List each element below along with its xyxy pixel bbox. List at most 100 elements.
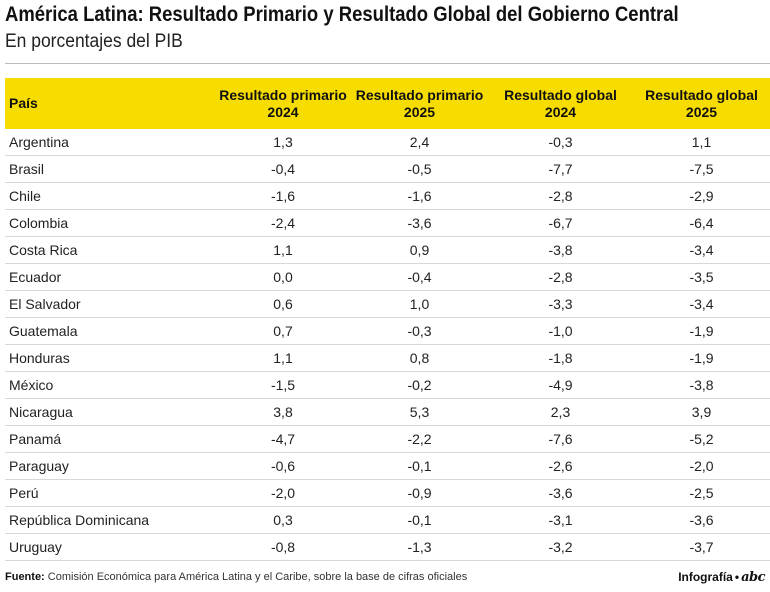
table-row: México -1,5 -0,2 -4,9 -3,8 xyxy=(5,371,770,399)
country-cell: Guatemala xyxy=(5,317,215,345)
global-2024-cell: -3,6 xyxy=(488,479,633,507)
primary-2025-cell: 1,0 xyxy=(351,290,488,318)
primary-2024-cell: -0,8 xyxy=(215,533,351,561)
primary-2024-cell: 1,1 xyxy=(215,236,351,264)
primary-2025-cell: -0,5 xyxy=(351,155,488,183)
global-2025-cell: -2,9 xyxy=(633,182,770,210)
global-2025-cell: -3,6 xyxy=(633,506,770,534)
primary-2025-cell: 0,9 xyxy=(351,236,488,264)
table-row: República Dominicana 0,3 -0,1 -3,1 -3,6 xyxy=(5,506,770,534)
column-header-global-2024: Resultado global 2024 xyxy=(488,78,633,129)
global-2025-cell: -6,4 xyxy=(633,209,770,237)
global-2025-cell: -3,4 xyxy=(633,290,770,318)
primary-2024-cell: -1,5 xyxy=(215,371,351,399)
table-row: Perú -2,0 -0,9 -3,6 -2,5 xyxy=(5,479,770,507)
primary-2025-cell: -3,6 xyxy=(351,209,488,237)
country-cell: Honduras xyxy=(5,344,215,372)
primary-2024-cell: -0,6 xyxy=(215,452,351,480)
primary-2024-cell: -0,4 xyxy=(215,155,351,183)
country-cell: Nicaragua xyxy=(5,398,215,426)
global-2024-cell: -7,7 xyxy=(488,155,633,183)
global-2025-cell: 3,9 xyxy=(633,398,770,426)
primary-2025-cell: -1,3 xyxy=(351,533,488,561)
country-cell: Chile xyxy=(5,182,215,210)
global-2025-cell: -7,5 xyxy=(633,155,770,183)
table-row: Costa Rica 1,1 0,9 -3,8 -3,4 xyxy=(5,236,770,264)
global-2024-cell: -0,3 xyxy=(488,129,633,156)
country-cell: República Dominicana xyxy=(5,506,215,534)
global-2025-cell: -1,9 xyxy=(633,344,770,372)
global-2024-cell: -2,8 xyxy=(488,182,633,210)
country-cell: Perú xyxy=(5,479,215,507)
global-2025-cell: -3,5 xyxy=(633,263,770,291)
primary-2025-cell: -1,6 xyxy=(351,182,488,210)
primary-2025-cell: -0,1 xyxy=(351,506,488,534)
page-subtitle: En porcentajes del PIB xyxy=(5,31,183,52)
table-row: Brasil -0,4 -0,5 -7,7 -7,5 xyxy=(5,155,770,183)
global-2024-cell: -6,7 xyxy=(488,209,633,237)
table-row: Honduras 1,1 0,8 -1,8 -1,9 xyxy=(5,344,770,372)
credit: Infografía • abc xyxy=(678,570,765,585)
page-title: América Latina: Resultado Primario y Res… xyxy=(5,3,679,26)
column-header-primary-2024: Resultado primario 2024 xyxy=(215,78,351,129)
country-cell: Ecuador xyxy=(5,263,215,291)
country-cell: Colombia xyxy=(5,209,215,237)
table-row: Uruguay -0,8 -1,3 -3,2 -3,7 xyxy=(5,533,770,561)
primary-2024-cell: 1,3 xyxy=(215,129,351,156)
table-row: Chile -1,6 -1,6 -2,8 -2,9 xyxy=(5,182,770,210)
country-cell: El Salvador xyxy=(5,290,215,318)
primary-2025-cell: -2,2 xyxy=(351,425,488,453)
table-row: Paraguay -0,6 -0,1 -2,6 -2,0 xyxy=(5,452,770,480)
primary-2024-cell: 0,6 xyxy=(215,290,351,318)
primary-2024-cell: 0,0 xyxy=(215,263,351,291)
primary-2024-cell: -4,7 xyxy=(215,425,351,453)
credit-dot: • xyxy=(734,570,740,584)
global-2024-cell: -3,3 xyxy=(488,290,633,318)
global-2024-cell: -1,0 xyxy=(488,317,633,345)
primary-2025-cell: -0,1 xyxy=(351,452,488,480)
table-body: Argentina 1,3 2,4 -0,3 1,1 Brasil -0,4 -0,5 -7,7… xyxy=(5,129,770,561)
global-2024-cell: -3,2 xyxy=(488,533,633,561)
global-2025-cell: -5,2 xyxy=(633,425,770,453)
primary-2025-cell: -0,3 xyxy=(351,317,488,345)
global-2025-cell: -1,9 xyxy=(633,317,770,345)
global-2024-cell: -3,1 xyxy=(488,506,633,534)
global-2024-cell: -7,6 xyxy=(488,425,633,453)
country-cell: Uruguay xyxy=(5,533,215,561)
global-2024-cell: -4,9 xyxy=(488,371,633,399)
global-2025-cell: -3,8 xyxy=(633,371,770,399)
source-text: Comisión Económica para América Latina y… xyxy=(47,571,468,583)
primary-2025-cell: -0,4 xyxy=(351,263,488,291)
primary-2025-cell: 5,3 xyxy=(351,398,488,426)
global-2025-cell: -3,4 xyxy=(633,236,770,264)
table-row: Colombia -2,4 -3,6 -6,7 -6,4 xyxy=(5,209,770,237)
country-cell: Panamá xyxy=(5,425,215,453)
source-label: Fuente: xyxy=(5,571,45,583)
table-row: El Salvador 0,6 1,0 -3,3 -3,4 xyxy=(5,290,770,318)
table-row: Nicaragua 3,8 5,3 2,3 3,9 xyxy=(5,398,770,426)
global-2024-cell: -2,6 xyxy=(488,452,633,480)
primary-2024-cell: 1,1 xyxy=(215,344,351,372)
credit-label: Infografía xyxy=(678,570,733,584)
data-table: País Resultado primario 2024 Resultado pr… xyxy=(5,78,770,561)
primary-2025-cell: 2,4 xyxy=(351,129,488,156)
global-2024-cell: 2,3 xyxy=(488,398,633,426)
primary-2025-cell: -0,9 xyxy=(351,479,488,507)
country-cell: Costa Rica xyxy=(5,236,215,264)
country-cell: Argentina xyxy=(5,129,215,156)
global-2025-cell: 1,1 xyxy=(633,129,770,156)
table-row: Guatemala 0,7 -0,3 -1,0 -1,9 xyxy=(5,317,770,345)
global-2025-cell: -2,5 xyxy=(633,479,770,507)
primary-2024-cell: 0,3 xyxy=(215,506,351,534)
primary-2024-cell: -2,0 xyxy=(215,479,351,507)
table-row: Ecuador 0,0 -0,4 -2,8 -3,5 xyxy=(5,263,770,291)
table-header-row: País Resultado primario 2024 Resultado pr… xyxy=(5,78,770,129)
table-row: Panamá -4,7 -2,2 -7,6 -5,2 xyxy=(5,425,770,453)
column-header-global-2025: Resultado global 2025 xyxy=(633,78,770,129)
column-header-country: País xyxy=(5,78,215,129)
primary-2024-cell: -1,6 xyxy=(215,182,351,210)
column-header-primary-2025: Resultado primario 2025 xyxy=(351,78,488,129)
primary-2024-cell: 3,8 xyxy=(215,398,351,426)
global-2024-cell: -3,8 xyxy=(488,236,633,264)
source-note: Fuente: Comisión Económica para América … xyxy=(5,571,467,583)
